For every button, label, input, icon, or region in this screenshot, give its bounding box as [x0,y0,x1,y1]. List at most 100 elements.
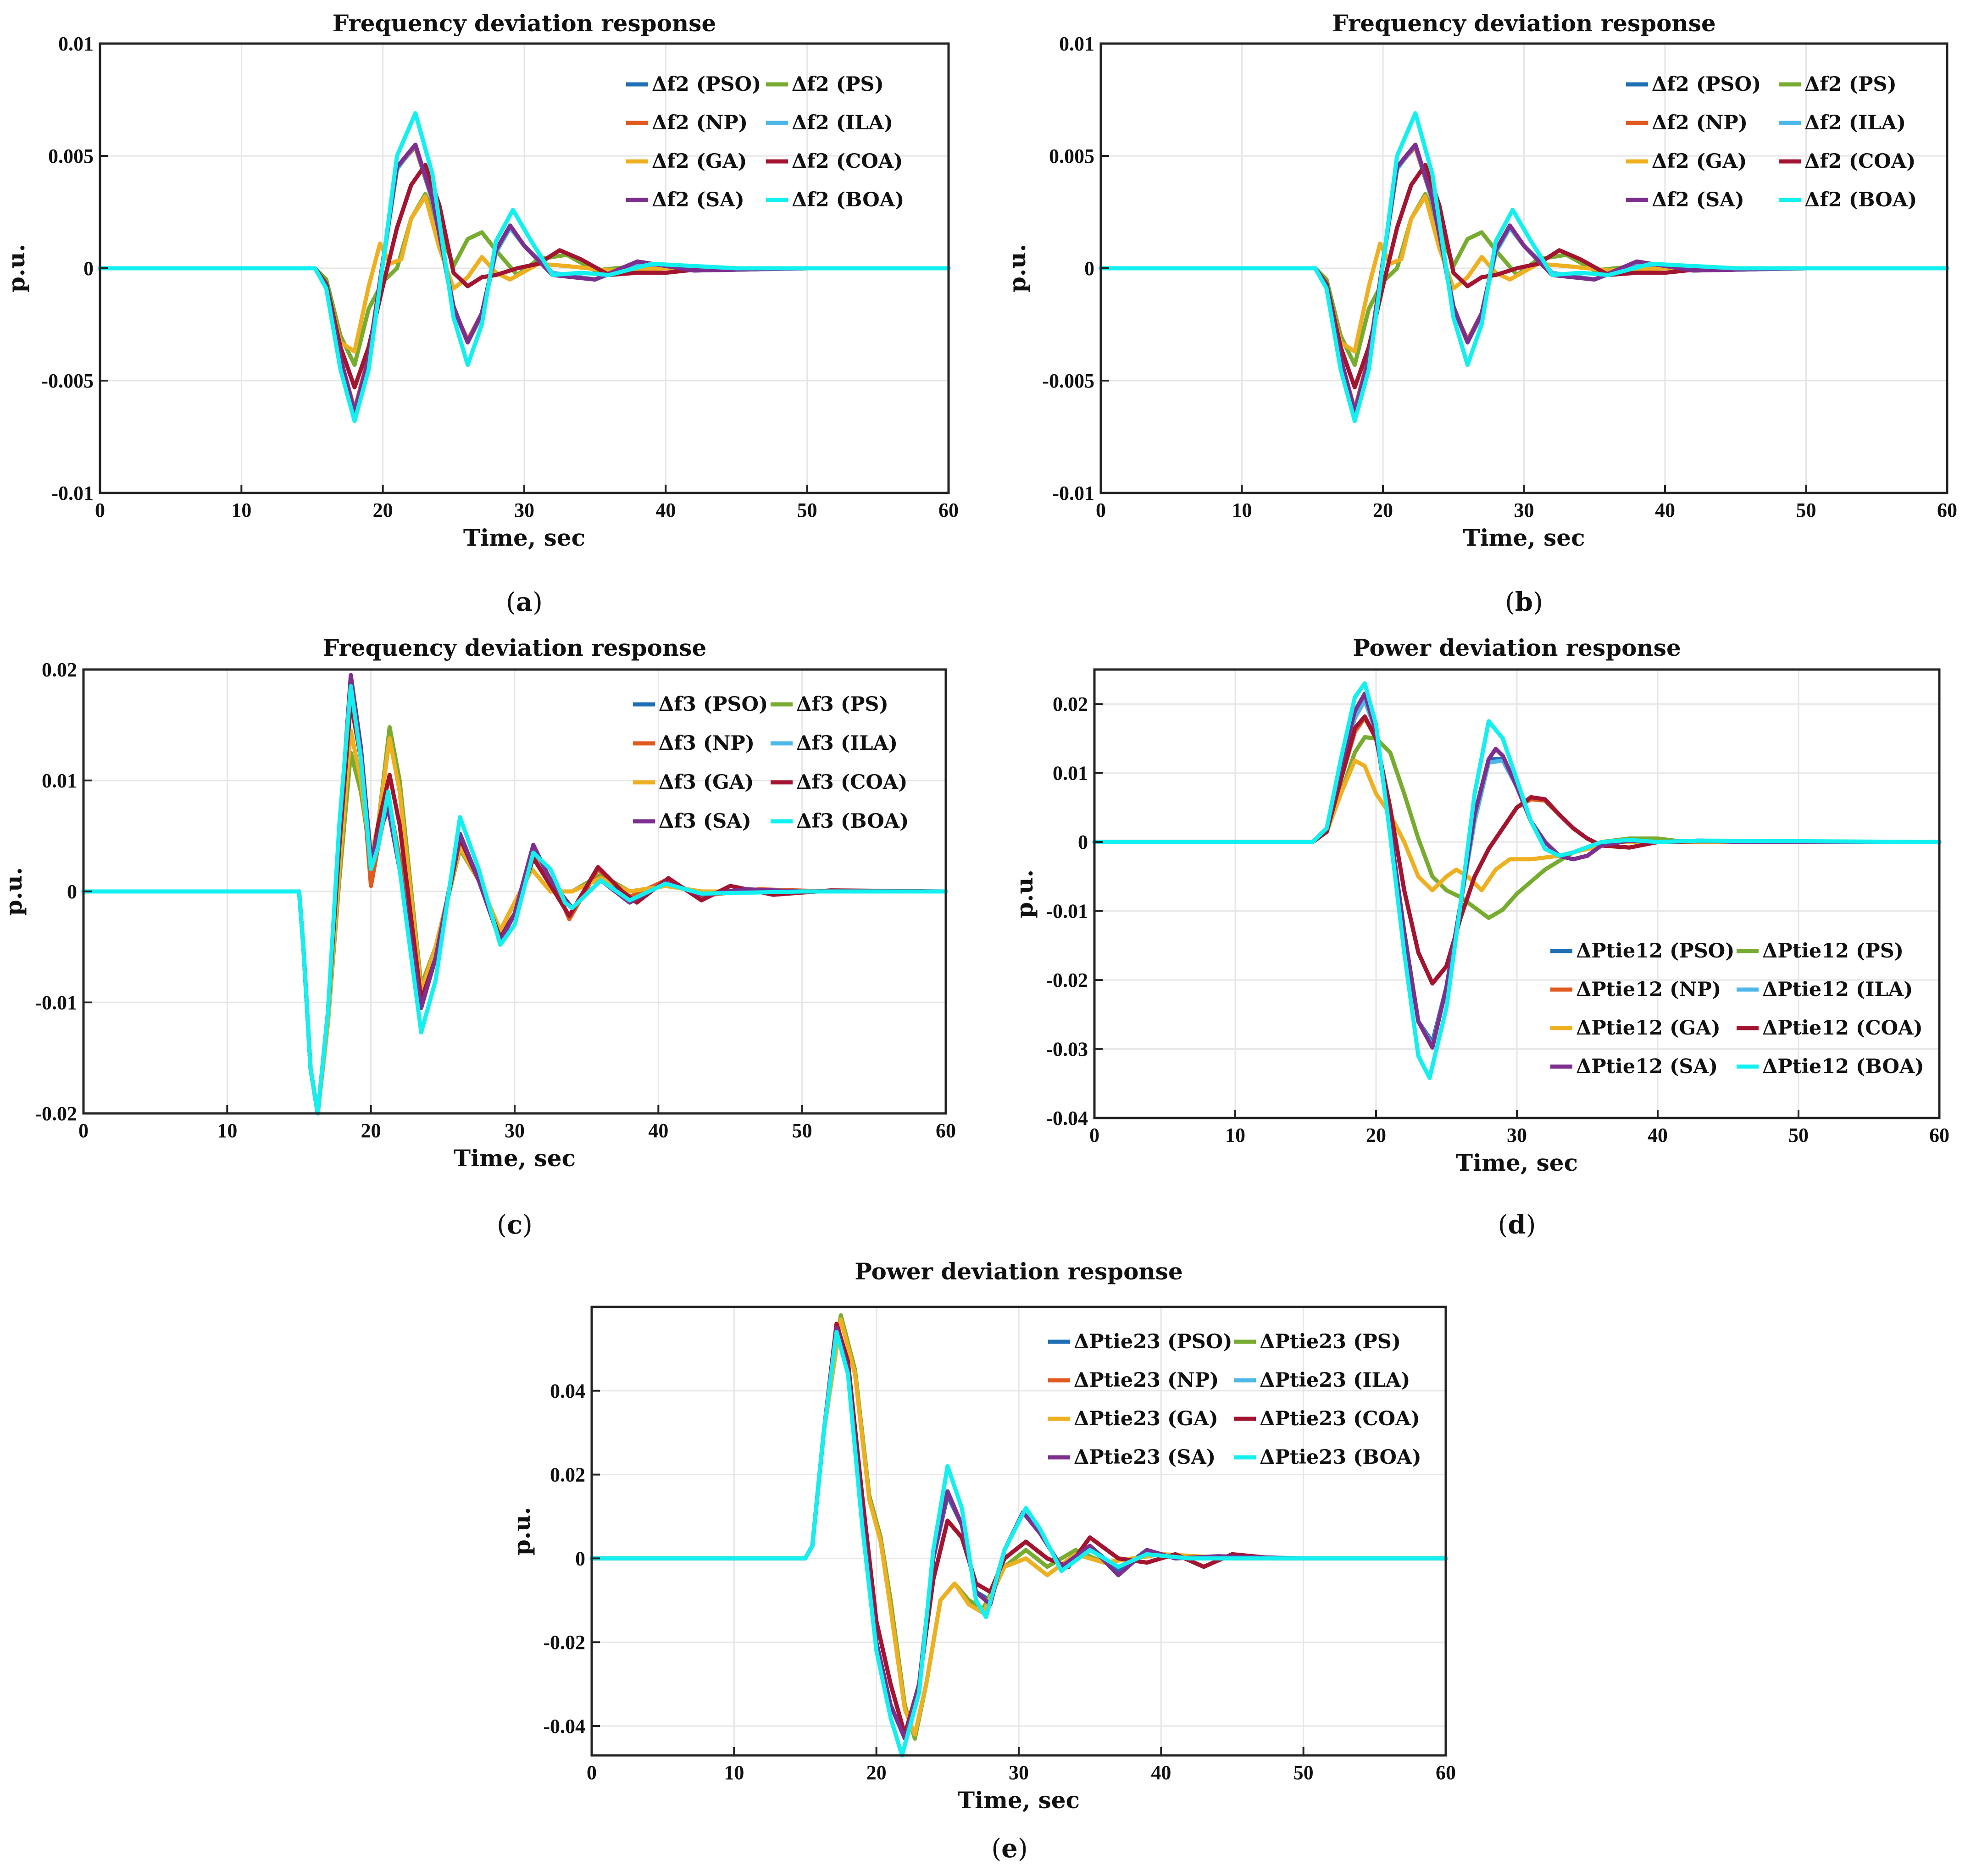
legend: Δf2 (PSO) Δf2 (PS) Δf2 (NP) Δf2 (ILA) Δf2 (G… [1626,73,1917,211]
series-line-boa [589,1330,1448,1758]
legend-item-np: Δf2 (NP) [1626,111,1748,134]
x-tick-label: 10 [1232,499,1252,521]
legend-item-ga: Δf2 (GA) [626,150,747,173]
ticks: 0 10 20 30 40 50 60 -0.04 -0.02 0 0.02 0.04 [543,1380,1456,1784]
legend-item-np: ΔPtie12 (NP) [1550,978,1721,1001]
legend-label: ΔPtie12 (ILA) [1762,978,1913,1001]
x-tick-label: 40 [1648,1124,1668,1146]
chart-panel-c: 0 10 20 30 40 50 60 -0.02 -0.01 0 0.01 0.02 Frequenc… [0,634,956,1240]
panel-caption: (d) [1498,1210,1536,1240]
legend-label: Δf2 (PS) [1804,73,1897,96]
legend-label: ΔPtie23 (SA) [1074,1446,1216,1469]
legend-label: ΔPtie23 (GA) [1074,1407,1218,1430]
legend-item-sa: ΔPtie12 (SA) [1550,1055,1718,1078]
x-tick-label: 30 [1507,1124,1527,1146]
series-group [98,111,951,423]
ticks: 0 10 20 30 40 50 60 -0.01 -0.005 0 0.005 0.01 [41,33,959,521]
y-tick-label: 0 [67,880,77,903]
legend: Δf3 (PSO) Δf3 (PS) Δf3 (NP) Δf3 (ILA) Δf3 (G… [633,693,909,833]
y-tick-label: -0.04 [1046,1107,1088,1129]
chart-panel-d: 0 10 20 30 40 50 60 -0.04 -0.03 -0.02 -0.01 0 0.01 0.… [1011,634,1949,1240]
y-tick-label: -0.01 [51,482,94,504]
legend-item-ga: Δf2 (GA) [1626,150,1747,173]
x-tick-label: 10 [724,1761,744,1784]
legend-label: Δf2 (COA) [792,150,903,173]
x-axis-label: Time, sec [1463,524,1585,551]
legend-label: ΔPtie12 (BOA) [1762,1055,1924,1078]
chart-title: Frequency deviation response [1332,10,1716,37]
legend-item-boa: Δf3 (BOA) [771,810,909,833]
y-tick-label: 0.04 [550,1380,585,1402]
legend-label: ΔPtie23 (PSO) [1074,1330,1232,1353]
x-tick-label: 50 [1788,1124,1809,1146]
chart-title: Power deviation response [855,1258,1183,1285]
series-line-sa [1092,692,1942,1050]
y-tick-label: 0.02 [42,659,77,681]
x-tick-label: 40 [1655,499,1675,521]
ticks: 0 10 20 30 40 50 60 -0.04 -0.03 -0.02 -0.01 0 0.01 0.… [1046,693,1949,1146]
y-axis-label: p.u. [0,867,27,916]
legend-label: Δf3 (PSO) [659,693,768,716]
legend-label: Δf2 (PSO) [652,73,761,96]
legend-item-boa: ΔPtie12 (BOA) [1737,1055,1924,1078]
y-tick-label: 0 [575,1547,585,1570]
chart-title: Power deviation response [1353,634,1681,661]
legend-label: Δf2 (PS) [792,73,884,96]
legend-item-ila: Δf3 (ILA) [771,732,898,755]
legend-label: ΔPtie23 (ILA) [1260,1369,1410,1392]
legend-item-coa: Δf2 (COA) [766,150,903,173]
series-line-sa [1099,143,1949,415]
x-tick-label: 20 [1366,1124,1386,1146]
legend-label: ΔPtie12 (PSO) [1576,940,1735,963]
legend-label: Δf3 (NP) [659,732,755,755]
x-tick-label: 40 [1151,1761,1171,1784]
y-tick-label: 0.005 [1049,145,1094,167]
x-tick-label: 30 [1514,499,1534,521]
legend-item-sa: Δf2 (SA) [626,188,744,211]
legend-label: Δf2 (GA) [652,150,747,173]
x-tick-label: 20 [361,1119,381,1142]
y-tick-label: 0 [1078,831,1088,853]
legend-label: Δf3 (GA) [659,771,754,794]
series-group [1092,681,1942,1080]
legend-label: Δf2 (COA) [1804,150,1915,173]
legend-item-sa: Δf3 (SA) [633,810,751,833]
legend-item-ps: Δf2 (PS) [766,73,884,96]
series-line-boa [98,111,951,423]
x-tick-label: 10 [1225,1124,1245,1146]
panel-caption: (a) [506,587,543,617]
x-tick-label: 60 [1937,499,1957,521]
x-tick-label: 10 [217,1119,237,1142]
x-tick-label: 50 [1293,1761,1314,1784]
legend-item-coa: ΔPtie23 (COA) [1234,1407,1420,1430]
legend-item-boa: ΔPtie23 (BOA) [1234,1446,1421,1469]
legend-item-pso: ΔPtie23 (PSO) [1048,1330,1232,1353]
legend-item-ga: ΔPtie23 (GA) [1048,1407,1218,1430]
x-tick-label: 0 [587,1761,597,1784]
legend-label: Δf2 (PSO) [1652,73,1761,96]
legend-label: Δf2 (GA) [1652,150,1747,173]
legend-label: ΔPtie12 (COA) [1762,1017,1923,1040]
y-tick-label: 0.01 [58,33,94,55]
x-tick-label: 20 [1373,499,1393,521]
series-line-boa [81,684,948,1116]
legend-item-ga: ΔPtie12 (GA) [1550,1017,1721,1040]
legend-item-coa: ΔPtie12 (COA) [1737,1017,1923,1040]
y-tick-label: 0.01 [1059,33,1094,55]
legend-item-np: ΔPtie23 (NP) [1048,1369,1219,1392]
x-tick-label: 30 [514,499,534,521]
legend-item-coa: Δf2 (COA) [1779,150,1915,173]
y-axis-label: p.u. [1011,869,1038,918]
y-axis-label: p.u. [508,1507,535,1555]
x-tick-label: 20 [866,1761,887,1784]
legend-label: ΔPtie23 (NP) [1074,1369,1219,1392]
chart-panel-a: 0 10 20 30 40 50 60 -0.01 -0.005 0 0.005 0.01 Freque… [3,10,959,617]
series-group [1099,111,1949,423]
legend: ΔPtie23 (PSO) ΔPtie23 (PS) ΔPtie23 (NP) ΔPt… [1048,1330,1421,1469]
y-axis-label: p.u. [1004,244,1031,293]
legend-item-boa: Δf2 (BOA) [766,188,904,211]
legend: ΔPtie12 (PSO) ΔPtie12 (PS) ΔPtie12 (NP) ΔPt… [1550,940,1924,1078]
legend-item-np: Δf3 (NP) [633,732,755,755]
legend-label: Δf2 (NP) [1652,111,1748,134]
legend-item-pso: ΔPtie12 (PSO) [1550,940,1735,963]
